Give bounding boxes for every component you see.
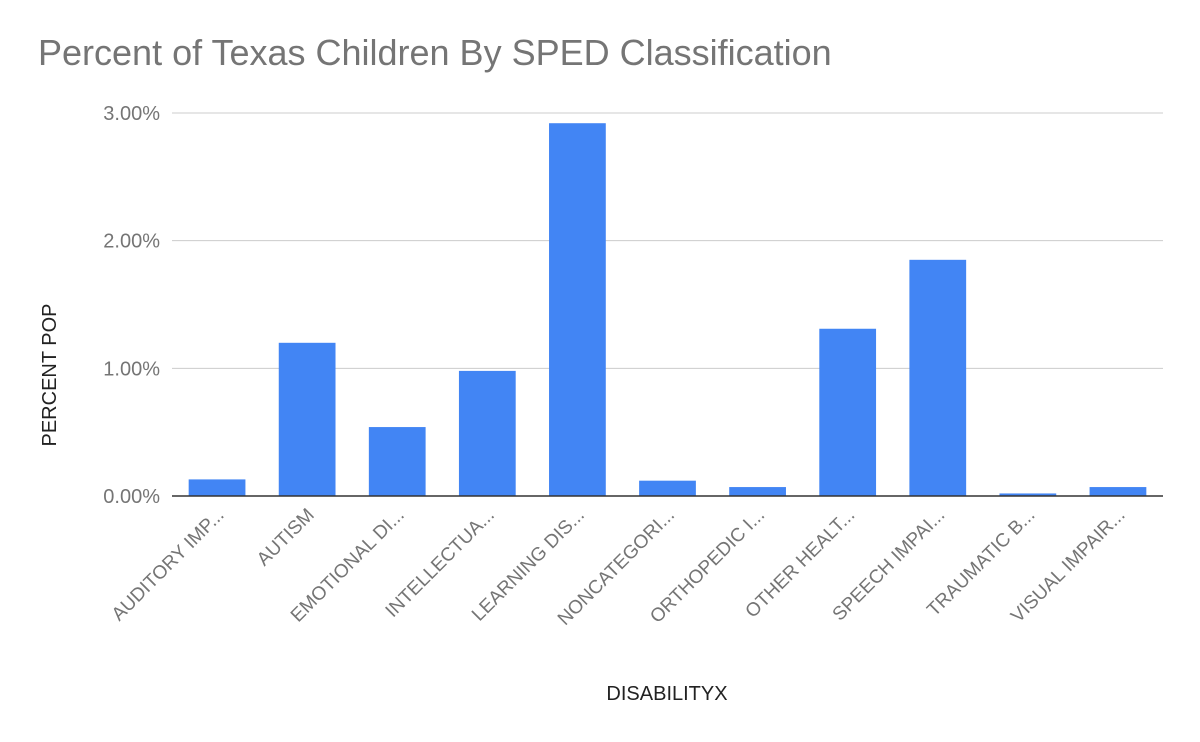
label-layer: 0.00% 1.00% 2.00% 3.00% AUDITORY IMP... AUTIS… bbox=[103, 103, 1129, 630]
chart-title: Percent of Texas Children By SPED Classi… bbox=[38, 32, 832, 73]
y-tick-label: 3.00% bbox=[103, 103, 160, 125]
bar bbox=[909, 259, 967, 496]
y-tick-label: 0.00% bbox=[103, 486, 160, 508]
bar bbox=[729, 487, 786, 496]
bar bbox=[368, 427, 426, 496]
bar bbox=[549, 123, 606, 497]
bar bbox=[1089, 487, 1147, 496]
bar bbox=[819, 328, 877, 496]
bar-layer bbox=[188, 123, 1147, 497]
grid-layer bbox=[172, 112, 1163, 369]
bar bbox=[278, 342, 336, 496]
bar bbox=[999, 493, 1057, 496]
x-axis-title: DISABILITYX bbox=[606, 683, 727, 705]
bar bbox=[188, 479, 246, 496]
bar bbox=[639, 480, 696, 496]
bar bbox=[458, 370, 516, 496]
x-tick-label: AUTISM bbox=[253, 505, 319, 571]
y-tick-label: 2.00% bbox=[103, 231, 160, 253]
x-tick-label: AUDITORY IMP... bbox=[108, 505, 229, 626]
y-tick-label: 1.00% bbox=[103, 358, 160, 380]
y-axis-title: PERCENT POP bbox=[39, 304, 61, 447]
